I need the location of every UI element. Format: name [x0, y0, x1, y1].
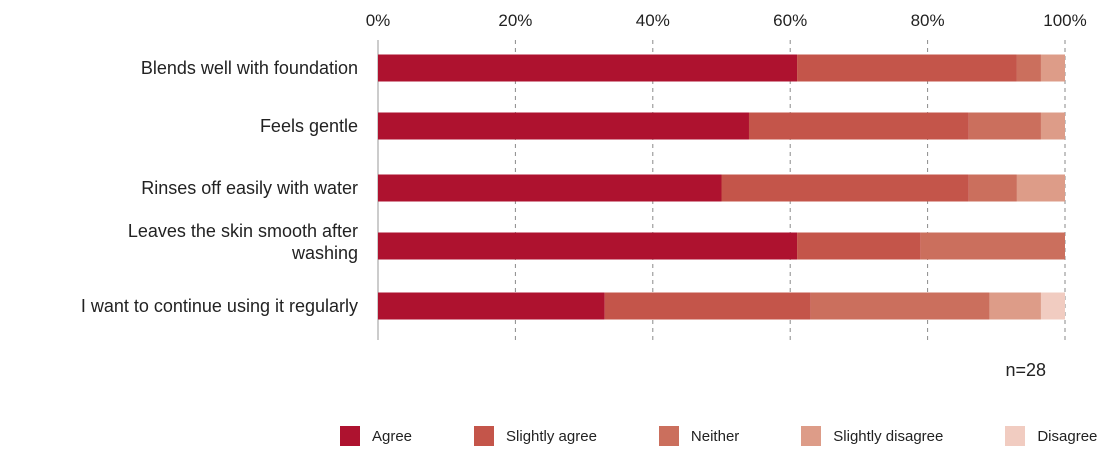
bar-segment-agree — [378, 292, 605, 320]
bar-segment-slightly-agree — [797, 54, 1017, 82]
legend-item: Slightly disagree — [801, 426, 943, 446]
category-label: Blends well with foundation — [141, 58, 358, 78]
category-labels: Blends well with foundation Feels gentle R… — [81, 58, 358, 316]
legend-swatch — [1005, 426, 1026, 446]
legend-swatch — [340, 426, 360, 446]
bar-segment-agree — [378, 174, 722, 202]
legend-label: Slightly agree — [506, 427, 597, 445]
category-label: Rinses off easily with water — [141, 178, 358, 198]
bar-segment-neither — [1016, 54, 1041, 82]
x-tick-label: 20% — [498, 11, 532, 30]
bar-segment-neither — [968, 112, 1041, 140]
bar-segment-neither — [968, 174, 1017, 202]
bar-segment-neither — [810, 292, 990, 320]
bar-segment-slightly-agree — [604, 292, 811, 320]
legend-label: Agree — [372, 427, 413, 445]
bar-segment-slightly-disagree — [989, 292, 1041, 320]
x-tick-label: 100% — [1043, 11, 1086, 30]
bar-segment-agree — [378, 54, 798, 82]
gridlines — [377, 40, 1066, 340]
bar-segment-slightly-agree — [721, 174, 969, 202]
bars — [378, 54, 1065, 320]
category-label: I want to continue using it regularly — [81, 296, 358, 316]
legend-swatch — [801, 426, 822, 446]
x-tick-label: 40% — [636, 11, 670, 30]
legend-item: Slightly agree — [474, 426, 597, 446]
bar-segment-neither — [920, 232, 1065, 260]
legend-label: Slightly disagree — [833, 427, 944, 445]
legend-swatch — [474, 426, 495, 446]
category-label: Leaves the skin smooth after washing — [128, 221, 358, 263]
bar-segment-slightly-disagree — [1016, 174, 1065, 202]
legend-swatch — [658, 426, 679, 446]
legend-item: Agree — [340, 426, 412, 446]
x-tick-label: 80% — [911, 11, 945, 30]
legend-label: Disagree — [1037, 427, 1098, 445]
x-tick-label: 0% — [366, 11, 391, 30]
bar-segment-slightly-disagree — [1040, 112, 1065, 140]
bar-segment-agree — [378, 112, 749, 140]
legend-label: Neither — [690, 427, 740, 445]
x-tick-label: 60% — [773, 11, 807, 30]
category-label: Feels gentle — [260, 116, 358, 136]
sample-size-note: n=28 — [1005, 360, 1046, 380]
legend-item: Disagree — [1005, 426, 1097, 446]
bar-segment-slightly-agree — [797, 232, 921, 260]
legend: Agree Slightly agree Neither Slightly disag… — [340, 425, 1097, 447]
bar-segment-disagree — [1040, 292, 1065, 320]
x-axis-ticks: 0% 20% 40% 60% 80% 100% — [366, 11, 1087, 30]
bar-segment-slightly-disagree — [1040, 54, 1065, 82]
bar-segment-agree — [378, 232, 798, 260]
legend-item: Neither — [658, 426, 740, 446]
bar-segment-slightly-agree — [748, 112, 969, 140]
